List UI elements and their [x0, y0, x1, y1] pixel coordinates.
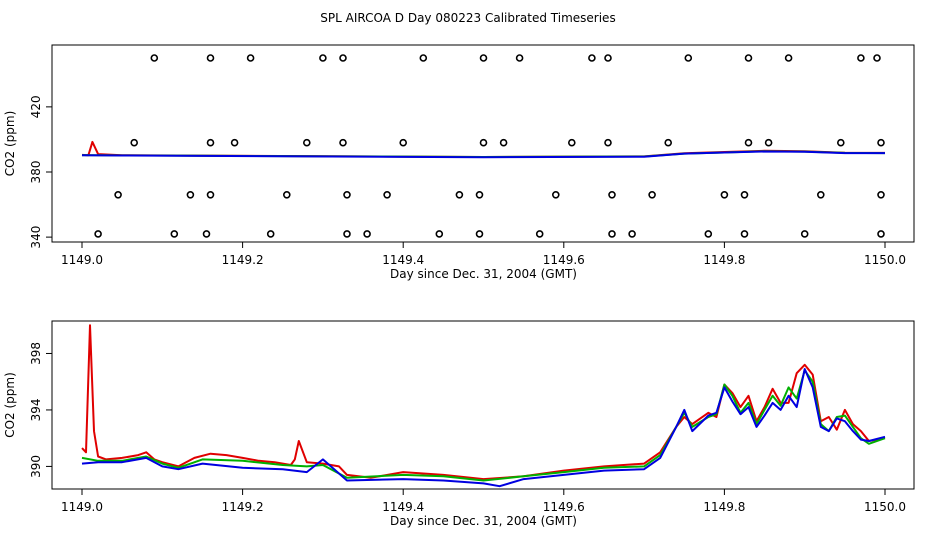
y-axis-label: CO2 (ppm) — [3, 111, 17, 177]
calibration-marker — [720, 191, 729, 199]
calibration-marker — [475, 230, 484, 238]
calibration-marker — [302, 138, 311, 147]
calibration-marker — [479, 138, 488, 147]
series-line-blue — [81, 368, 886, 488]
calibration-marker — [383, 191, 391, 199]
calibration-marker — [648, 191, 656, 199]
calibration-marker — [114, 191, 122, 199]
x-tick-label: 1149.4 — [382, 500, 424, 514]
x-tick-label: 1149.2 — [222, 253, 264, 267]
x-axis-label: Day since Dec. 31, 2004 (GMT) — [390, 514, 577, 528]
calibration-marker — [94, 230, 102, 238]
panel-bottom: 1149.0 1149.2 1149.4 1149.6 1149.8 1150.0 390 3… — [3, 320, 915, 528]
x-tick-label: 1150.0 — [864, 253, 906, 267]
x-tick-label: 1149.0 — [61, 253, 103, 267]
plot-frame — [51, 44, 915, 243]
calibration-marker — [764, 138, 773, 147]
calibration-marker — [628, 230, 636, 238]
calibration-marker — [816, 191, 825, 199]
x-tick-label: 1149.0 — [61, 500, 103, 514]
calibration-marker — [608, 191, 616, 199]
calibration-marker — [857, 54, 865, 62]
calibration-marker — [836, 138, 845, 147]
series-line-red — [81, 140, 886, 158]
calibration-marker — [664, 138, 673, 147]
calibration-marker — [230, 138, 239, 147]
calibration-marker — [877, 191, 885, 199]
calibration-marker — [877, 138, 885, 147]
calibration-marker — [339, 54, 347, 62]
calibration-marker — [479, 54, 488, 62]
x-tick-label: 1149.4 — [382, 253, 424, 267]
series-line-blue — [81, 150, 885, 159]
calibration-marker — [343, 191, 351, 199]
x-tick-label: 1149.8 — [703, 500, 745, 514]
calibration-marker — [319, 54, 327, 62]
y-tick-label: 420 — [29, 95, 43, 118]
calibration-marker — [150, 54, 159, 62]
calibration-marker — [282, 191, 291, 199]
calibration-marker — [604, 54, 612, 62]
calibration-marker — [206, 54, 215, 62]
calibration-marker — [475, 191, 484, 199]
calibration-marker — [339, 138, 347, 147]
x-tick-label: 1149.2 — [222, 500, 264, 514]
calibration-marker — [515, 54, 524, 62]
plot-frame — [51, 320, 915, 490]
calibration-marker — [704, 230, 713, 238]
x-tick-label: 1150.0 — [864, 500, 906, 514]
calibration-marker — [130, 138, 138, 147]
calibration-marker — [535, 230, 544, 238]
y-tick-label: 390 — [29, 455, 43, 478]
series-line-red — [81, 324, 886, 481]
calibration-marker — [873, 54, 881, 62]
calibration-marker — [740, 191, 749, 199]
calibration-marker — [206, 138, 215, 147]
calibration-marker — [206, 191, 215, 199]
calibration-marker — [363, 230, 371, 238]
chart-title: SPL AIRCOA D Day 080223 Calibrated Times… — [320, 11, 615, 25]
calibration-marker — [170, 230, 179, 238]
calibration-marker — [608, 230, 616, 238]
calibration-marker — [202, 230, 211, 238]
calibration-marker — [684, 54, 693, 62]
calibration-marker — [246, 54, 255, 62]
calibration-marker — [784, 54, 793, 62]
y-axis-label: CO2 (ppm) — [3, 372, 17, 438]
calibration-marker — [435, 230, 444, 238]
calibration-marker — [499, 138, 508, 147]
calibration-marker — [186, 191, 195, 199]
calibration-marker — [343, 230, 351, 238]
calibration-marker — [551, 191, 560, 199]
y-tick-label: 398 — [29, 342, 43, 365]
calibration-marker — [419, 54, 428, 62]
x-tick-label: 1149.6 — [543, 253, 585, 267]
calibration-marker — [266, 230, 275, 238]
calibration-marker — [455, 191, 464, 199]
x-axis-label: Day since Dec. 31, 2004 (GMT) — [390, 267, 577, 281]
y-tick-label: 340 — [29, 226, 43, 249]
y-tick-label: 394 — [29, 398, 43, 421]
x-tick-label: 1149.6 — [543, 500, 585, 514]
calibration-marker — [740, 230, 749, 238]
calibration-marker — [604, 138, 612, 147]
calibration-marker — [744, 54, 753, 62]
calibration-marker — [588, 54, 596, 62]
calibration-marker — [800, 230, 809, 238]
y-tick-label: 380 — [29, 161, 43, 184]
calibration-marker — [399, 138, 408, 147]
x-tick-label: 1149.8 — [703, 253, 745, 267]
panel-top: 1149.0 1149.2 1149.4 1149.6 1149.8 1150.0 340 3… — [3, 44, 915, 281]
calibration-marker — [877, 230, 885, 238]
calibration-marker — [744, 138, 753, 147]
calibration-marker — [567, 138, 576, 147]
